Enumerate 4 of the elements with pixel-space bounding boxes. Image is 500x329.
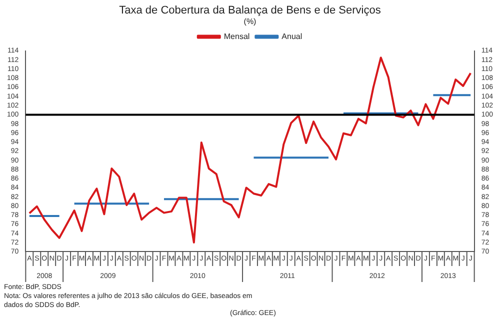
legend-label: Anual bbox=[282, 32, 302, 42]
chart-subtitle: (%) bbox=[244, 17, 257, 26]
legend-label: Mensal bbox=[224, 32, 250, 42]
chart-title: Taxa de Cobertura da Balança de Bens e de Serviços bbox=[119, 4, 382, 17]
